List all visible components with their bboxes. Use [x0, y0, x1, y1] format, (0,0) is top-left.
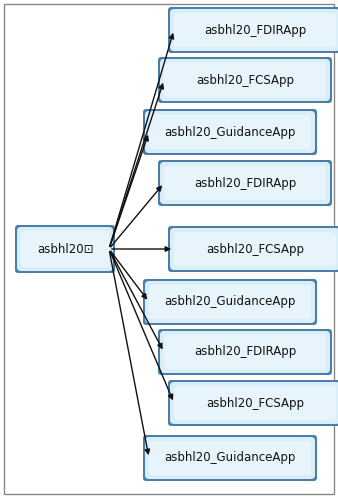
Text: asbhl20_FDIRApp: asbhl20_FDIRApp [194, 176, 296, 190]
Text: asbhl20⊡: asbhl20⊡ [37, 243, 93, 255]
FancyBboxPatch shape [4, 4, 334, 494]
FancyBboxPatch shape [143, 109, 317, 155]
Text: asbhl20_FDIRApp: asbhl20_FDIRApp [204, 23, 306, 36]
FancyBboxPatch shape [170, 9, 338, 51]
FancyBboxPatch shape [17, 227, 113, 271]
FancyBboxPatch shape [174, 13, 336, 47]
Text: asbhl20_FDIRApp: asbhl20_FDIRApp [194, 346, 296, 359]
Text: asbhl20_FCSApp: asbhl20_FCSApp [196, 74, 294, 87]
FancyBboxPatch shape [174, 232, 336, 266]
FancyBboxPatch shape [164, 63, 326, 97]
FancyBboxPatch shape [170, 382, 338, 424]
FancyBboxPatch shape [143, 279, 317, 325]
FancyBboxPatch shape [158, 57, 332, 103]
FancyBboxPatch shape [158, 160, 332, 206]
FancyBboxPatch shape [164, 335, 326, 369]
FancyBboxPatch shape [145, 437, 315, 479]
FancyBboxPatch shape [15, 225, 115, 273]
Text: asbhl20_GuidanceApp: asbhl20_GuidanceApp [164, 452, 296, 465]
FancyBboxPatch shape [149, 441, 311, 475]
Text: asbhl20_FCSApp: asbhl20_FCSApp [206, 243, 304, 255]
FancyBboxPatch shape [160, 59, 330, 101]
FancyBboxPatch shape [168, 380, 338, 426]
Text: asbhl20_GuidanceApp: asbhl20_GuidanceApp [164, 295, 296, 308]
FancyBboxPatch shape [160, 162, 330, 204]
FancyBboxPatch shape [174, 386, 336, 420]
Text: asbhl20_FCSApp: asbhl20_FCSApp [206, 396, 304, 409]
FancyBboxPatch shape [158, 329, 332, 375]
FancyBboxPatch shape [145, 111, 315, 153]
FancyBboxPatch shape [170, 228, 338, 270]
FancyBboxPatch shape [168, 226, 338, 272]
FancyBboxPatch shape [145, 281, 315, 323]
FancyBboxPatch shape [168, 7, 338, 53]
Text: asbhl20_GuidanceApp: asbhl20_GuidanceApp [164, 125, 296, 138]
FancyBboxPatch shape [160, 331, 330, 373]
FancyBboxPatch shape [149, 115, 311, 149]
FancyBboxPatch shape [21, 231, 109, 267]
FancyBboxPatch shape [143, 435, 317, 481]
FancyBboxPatch shape [149, 285, 311, 319]
FancyBboxPatch shape [164, 166, 326, 200]
